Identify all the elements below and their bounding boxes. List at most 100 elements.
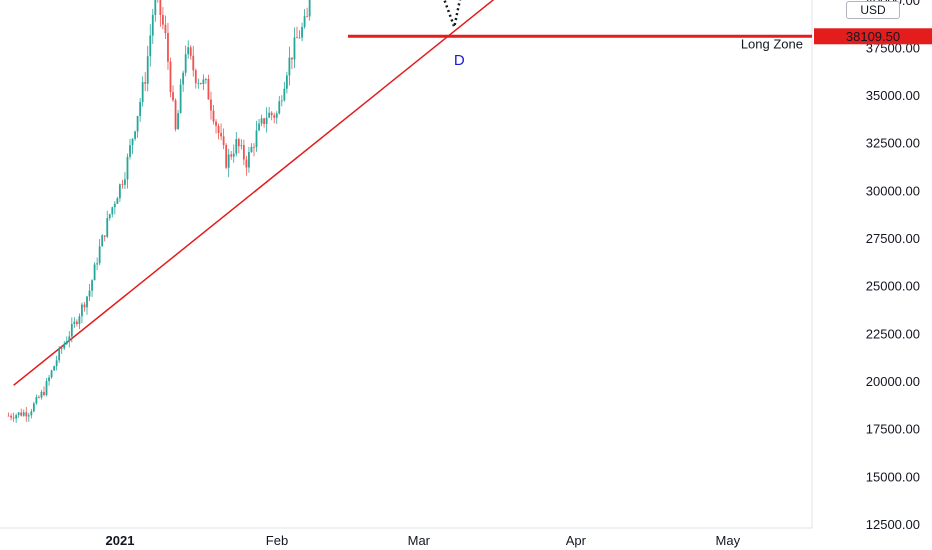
y-tick-label: 35000.00 (866, 88, 920, 103)
candle-body (55, 360, 58, 367)
candle-body (86, 296, 88, 308)
candle-body (60, 348, 63, 350)
candle-body (291, 57, 293, 60)
candle-body (121, 184, 124, 186)
y-tick-label: 30000.00 (866, 183, 920, 198)
candle-body (25, 412, 28, 417)
candle-body (283, 88, 286, 101)
candle-body (124, 179, 126, 185)
candle-body (248, 152, 250, 168)
candle-body (230, 154, 233, 157)
grid (0, 0, 813, 529)
candle-body (103, 235, 106, 237)
candle-body (197, 82, 200, 84)
y-tick-label: 20000.00 (866, 374, 920, 389)
candle-body (58, 348, 61, 361)
candle-body (174, 100, 177, 130)
candle-body (194, 70, 197, 84)
candle-body (101, 235, 104, 247)
candle-body (220, 133, 222, 137)
y-tick-label: 12500.00 (866, 517, 920, 532)
candle-body (169, 61, 172, 93)
candle-body (207, 79, 210, 100)
candle-body (35, 397, 38, 404)
candle-body (78, 316, 81, 325)
candle-body (50, 370, 53, 378)
candle-body (118, 184, 121, 199)
candle-body (192, 55, 195, 71)
candle-body (162, 14, 164, 25)
candle-body (227, 154, 230, 168)
candle-body (136, 116, 139, 132)
candle-body (73, 321, 76, 325)
x-tick-label: May (716, 533, 741, 548)
candle-body (308, 0, 311, 17)
candle-body (273, 115, 276, 118)
candle-body (113, 203, 116, 208)
candle-body (199, 82, 202, 84)
trendline-layer (13, 0, 495, 386)
candle-body (260, 118, 263, 124)
candle-body (139, 101, 142, 117)
candle-body (293, 37, 296, 60)
candle-body (217, 125, 220, 134)
candle-body (253, 146, 255, 148)
candle-body (242, 145, 245, 160)
candle-body (187, 47, 190, 55)
candle-body (106, 218, 109, 237)
candle-body (20, 412, 23, 416)
candle-body (10, 415, 12, 418)
candle-body (280, 100, 283, 102)
candle-body (70, 324, 73, 337)
candle-body (210, 99, 212, 111)
price-tag-bg (814, 28, 932, 45)
candle-body (83, 304, 86, 308)
price-tag-label: 38109.50 (846, 29, 900, 44)
candle-body (141, 82, 144, 102)
candle-body (250, 146, 253, 153)
candle-body (164, 24, 167, 34)
y-tick-label: 25000.00 (866, 279, 920, 294)
candle-body (258, 123, 260, 131)
candle-body (222, 136, 225, 146)
candle-body (255, 130, 258, 148)
candle-body (68, 336, 71, 342)
candle-body (296, 37, 298, 39)
price-tags: 41993.1138109.5050233.9804:02 (814, 28, 932, 45)
candle-body (306, 16, 309, 18)
candle-body (40, 391, 43, 398)
candle-body (159, 0, 162, 15)
candle-body (303, 16, 306, 27)
candle-body (144, 82, 147, 84)
candle-body (265, 117, 268, 125)
candle-body (134, 131, 136, 139)
candle-body (205, 79, 207, 80)
projection-path (443, 0, 462, 32)
candle-body (202, 79, 205, 84)
candle-body (22, 412, 25, 416)
candle-body (32, 403, 35, 412)
candle-body (65, 341, 68, 344)
candle-body (177, 113, 179, 130)
candle-body (27, 415, 30, 417)
candle-body (182, 72, 185, 85)
x-tick-label: Mar (408, 533, 431, 548)
candle-body (288, 57, 291, 76)
candle-body (179, 84, 182, 114)
long-zone-label: Long Zone (741, 36, 803, 51)
candles (7, 0, 311, 423)
candle-body (149, 35, 152, 57)
candle-body (235, 139, 238, 154)
candle-body (93, 264, 96, 281)
candle-body (285, 75, 288, 89)
candle-body (30, 411, 33, 416)
y-tick-label: 17500.00 (866, 422, 920, 437)
candle-body (45, 381, 48, 395)
candle-body (232, 153, 235, 157)
candle-body (270, 112, 273, 116)
currency-badge[interactable]: USD (846, 1, 900, 19)
candle-body (172, 92, 174, 101)
candle-body (263, 118, 265, 125)
candle-body (48, 377, 50, 382)
